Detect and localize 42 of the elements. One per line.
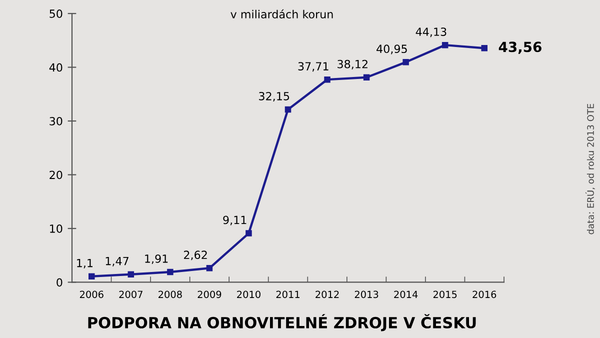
y-tick-label: 30 [50,116,62,126]
chart-subtitle: v miliardách korun [230,9,333,18]
x-tick-label: 2014 [394,290,418,298]
y-tick-label: 10 [50,224,62,233]
data-label: 43,56 [498,42,542,54]
x-tick-label: 2008 [158,290,182,298]
point [206,265,213,272]
data-label: 2,62 [184,250,207,260]
data-label: 40,95 [376,44,407,54]
data-label: 1,1 [77,258,92,268]
y-tick-label: 0 [56,278,62,287]
data-label: 38,12 [338,60,368,70]
x-tick-label: 2016 [472,290,496,298]
point [284,106,292,113]
data-label: 44,13 [416,28,446,38]
x-tick-label: 2010 [237,290,260,298]
y-tick-label: 50 [50,9,62,18]
text: PODPORA NA OBNOVITELNÉ ZDROJE V ČESKU [88,314,476,332]
x-tick-label: 2013 [354,290,378,298]
data-label: 32,15 [259,92,290,102]
point [481,45,488,52]
point [363,74,370,80]
y-tick-label: 20 [50,170,62,180]
point [246,230,252,236]
point [167,268,174,276]
x-tick-label: 2009 [198,290,222,298]
data-label: 9,11 [223,216,246,226]
x-tick-label: 2011 [276,290,300,298]
point [88,273,95,280]
point [128,271,134,278]
point [324,76,330,83]
x-tick-label: 2007 [119,290,142,298]
data-label: 1,91 [145,254,168,264]
point [402,59,409,66]
y-tick-label: 40 [49,63,62,72]
data-label: 37,71 [298,62,328,72]
text: data: ERÚ, od roku 2013 OTE [585,104,595,234]
x-tick-label: 2006 [80,290,104,298]
point [442,42,448,48]
x-tick-label: 2015 [433,290,457,298]
data-label: 1,47 [106,256,128,266]
x-tick-label: 2012 [316,290,339,298]
